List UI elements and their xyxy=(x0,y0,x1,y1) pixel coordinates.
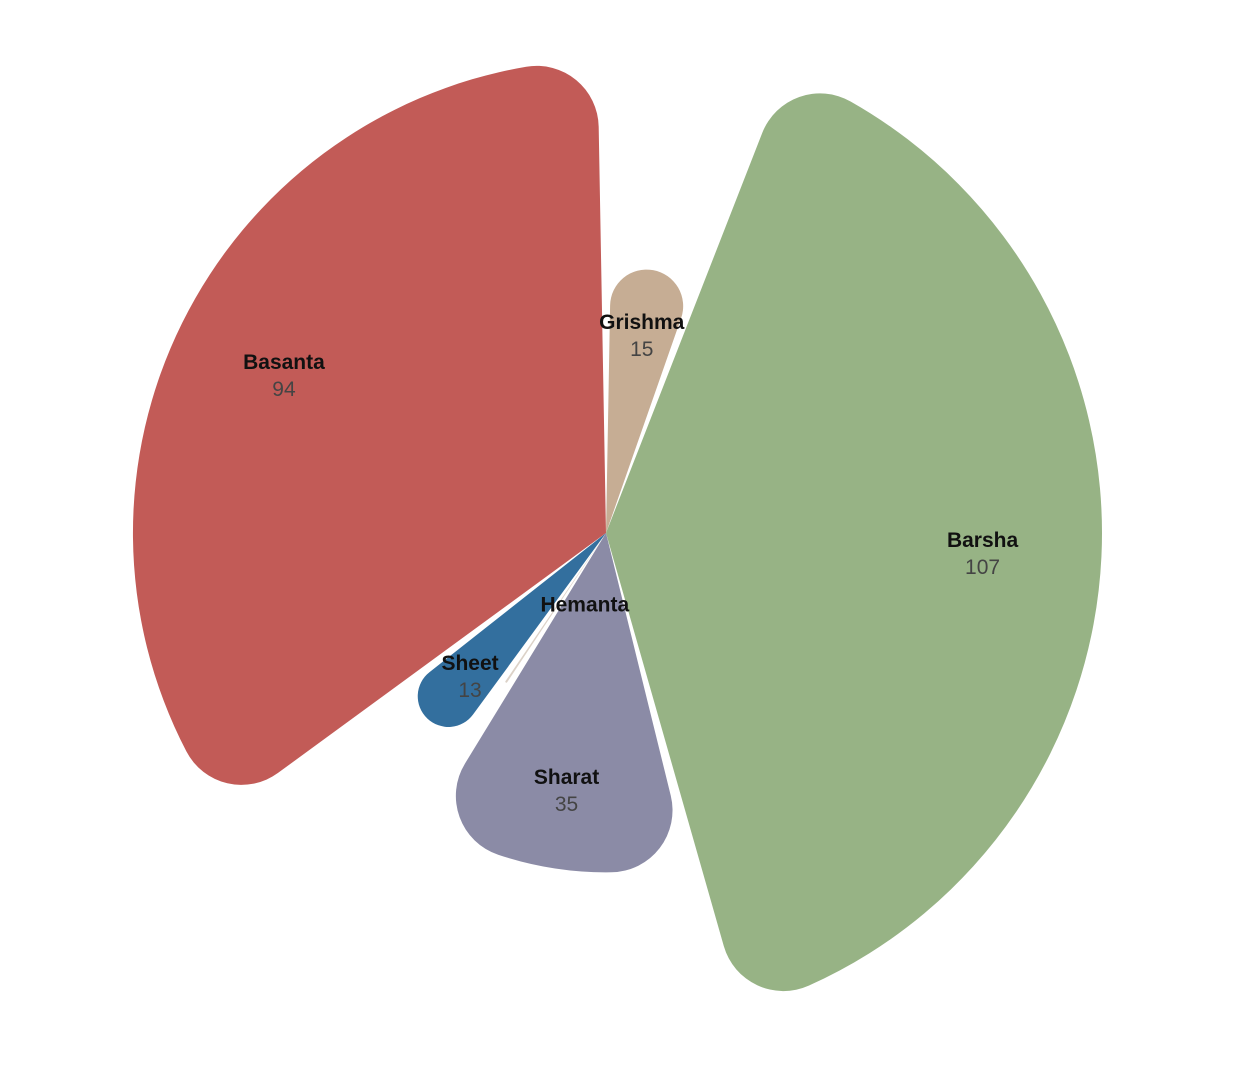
pie-slice-hemanta xyxy=(505,533,606,683)
pie-slice-sharat xyxy=(455,533,673,873)
slice-label-hemanta: Hemanta xyxy=(540,594,629,617)
pie-slice-barsha xyxy=(606,93,1102,992)
pie-slice-grishma xyxy=(606,269,684,533)
slice-value-basanta: 94 xyxy=(272,378,296,401)
slice-label-basanta: Basanta xyxy=(243,351,325,374)
slice-label-sheet: Sheet xyxy=(441,652,498,675)
pie-slice-sheet xyxy=(417,533,606,727)
pie-slices xyxy=(132,65,1102,992)
slice-value-sharat: 35 xyxy=(555,793,578,816)
slice-value-barsha: 107 xyxy=(965,556,1000,579)
slice-value-sheet: 13 xyxy=(458,679,481,702)
pie-labels: Grishma 15 Barsha 107 Sharat 35 Hemanta Sheet 13… xyxy=(243,311,1018,816)
pie-slice-basanta xyxy=(132,65,607,785)
slice-label-barsha: Barsha xyxy=(947,529,1019,552)
slice-label-grishma: Grishma xyxy=(599,311,685,334)
slice-value-grishma: 15 xyxy=(630,338,653,361)
slice-label-sharat: Sharat xyxy=(534,766,599,789)
